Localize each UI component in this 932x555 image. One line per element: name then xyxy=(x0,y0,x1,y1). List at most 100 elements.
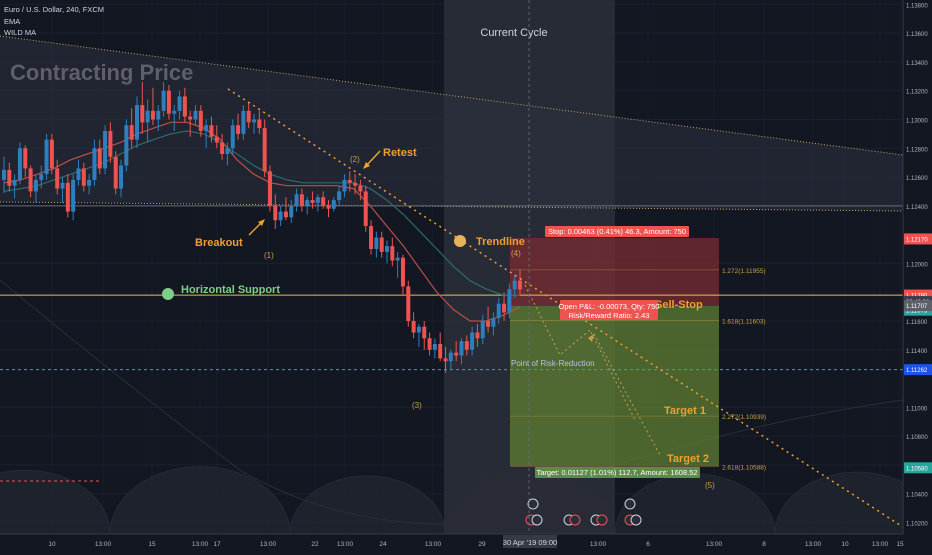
price-badge-bg xyxy=(904,233,932,245)
breakout-label: Breakout xyxy=(195,237,243,249)
candle-body xyxy=(443,358,448,362)
candle-body xyxy=(55,168,60,189)
horizontal-support-dot[interactable] xyxy=(162,288,174,300)
price-badge: 1.11707 xyxy=(906,304,928,310)
candle-body xyxy=(480,320,485,339)
candle-body xyxy=(214,136,219,143)
date-badge: 30 Apr '19 09:00 xyxy=(503,538,557,547)
candle-body xyxy=(337,191,342,201)
fib-label: 2.272(1.10939) xyxy=(722,414,766,421)
price-badge: 1.11675 xyxy=(906,309,928,315)
cycle-arc xyxy=(289,475,446,534)
price-tick-label: 1.12600 xyxy=(906,176,928,182)
event-icons[interactable] xyxy=(525,498,642,526)
dividend-icon[interactable] xyxy=(630,514,642,526)
dividend-icon[interactable] xyxy=(531,514,543,526)
candle-body xyxy=(97,148,102,169)
candle-body xyxy=(12,179,17,186)
candle-body xyxy=(193,110,198,120)
candle-body xyxy=(512,280,517,290)
candle-body xyxy=(17,148,22,180)
candle-body xyxy=(150,110,155,120)
candle-body xyxy=(299,194,304,206)
stop-label: Stop: 0.00463 (0.41%) 46.3, Amount: 750 xyxy=(548,227,686,236)
time-tick-label: 10 xyxy=(48,541,56,548)
price-tick-label: 1.12000 xyxy=(906,262,928,268)
time-tick-label: 22 xyxy=(311,541,319,548)
cycle-arc xyxy=(109,466,291,534)
candle-body xyxy=(134,105,139,140)
time-axis[interactable] xyxy=(0,534,932,550)
target-zone[interactable] xyxy=(510,306,719,466)
candle-body xyxy=(321,197,326,206)
time-tick-label: 17 xyxy=(213,541,221,548)
candle-body xyxy=(491,318,496,327)
candle-body xyxy=(400,257,405,287)
candle-body xyxy=(65,182,70,212)
candle-body xyxy=(347,179,352,183)
candle-body xyxy=(273,205,278,221)
retest-arrowhead xyxy=(363,162,370,169)
price-tick-label: 1.10200 xyxy=(906,521,928,527)
candle-body xyxy=(369,225,374,250)
candle-body xyxy=(326,205,331,209)
ema-indicator-label[interactable]: EMA xyxy=(4,17,20,26)
symbol-title[interactable]: Euro / U.S. Dollar, 240, FXCM xyxy=(4,5,104,14)
candle-body xyxy=(470,332,475,350)
split-icon[interactable] xyxy=(569,514,581,526)
candle-body xyxy=(92,148,97,180)
candle-body xyxy=(172,110,177,114)
price-tick-label: 1.10800 xyxy=(906,435,928,441)
time-tick-label: 13:00 xyxy=(872,541,889,548)
target-1-label: Target 1 xyxy=(664,405,706,417)
candle-body xyxy=(76,168,81,180)
wild-ma-indicator-label[interactable]: WILD MA xyxy=(4,28,36,37)
earnings-icon[interactable] xyxy=(624,498,636,510)
candle-body xyxy=(379,237,384,252)
earnings-icon[interactable] xyxy=(527,498,539,510)
candle-body xyxy=(459,341,464,356)
time-tick-label: 24 xyxy=(379,541,387,548)
candle-body xyxy=(395,257,400,261)
candle-body xyxy=(166,90,171,114)
candle-body xyxy=(486,320,491,327)
price-tick-label: 1.11000 xyxy=(906,406,928,412)
candle-body xyxy=(241,110,246,134)
fib-label: 2.618(1.10588) xyxy=(722,465,766,472)
candle-body xyxy=(315,197,320,203)
contracting-price-title: Contracting Price xyxy=(10,60,193,85)
trendline-dot[interactable] xyxy=(454,235,466,247)
stop-zone[interactable] xyxy=(510,238,719,306)
candle-body xyxy=(129,125,134,140)
time-tick-label: 15 xyxy=(896,541,904,548)
price-axis-badges: 1.121701.117801.1167502:43:081.117071.11… xyxy=(904,233,932,474)
candle-body xyxy=(188,116,193,120)
wave-1-label: (1) xyxy=(264,251,274,260)
candle-body xyxy=(156,110,161,120)
candle-body xyxy=(28,168,33,192)
price-axis[interactable] xyxy=(903,0,932,550)
candle-body xyxy=(267,171,272,206)
split-icon[interactable] xyxy=(596,514,608,526)
candle-body xyxy=(422,326,427,339)
projected-arrow xyxy=(588,334,594,342)
candle-body xyxy=(427,338,432,350)
price-tick-label: 1.13000 xyxy=(906,118,928,124)
candle-body xyxy=(81,168,86,186)
price-tick-label: 1.12800 xyxy=(906,147,928,153)
breakout-arrowhead xyxy=(258,219,265,226)
candle-body xyxy=(448,352,453,362)
candle-body xyxy=(257,119,262,129)
candle-body xyxy=(406,286,411,321)
time-tick-label: 13:00 xyxy=(192,541,209,548)
price-badge-bg xyxy=(904,289,932,301)
price-tick-label: 1.13200 xyxy=(906,90,928,96)
candle-body xyxy=(411,320,416,333)
candle-body xyxy=(119,165,124,189)
fib-label: 1.618(1.11603) xyxy=(722,319,766,326)
triangle-lower-line xyxy=(0,201,904,212)
cycle-arc xyxy=(774,471,903,534)
